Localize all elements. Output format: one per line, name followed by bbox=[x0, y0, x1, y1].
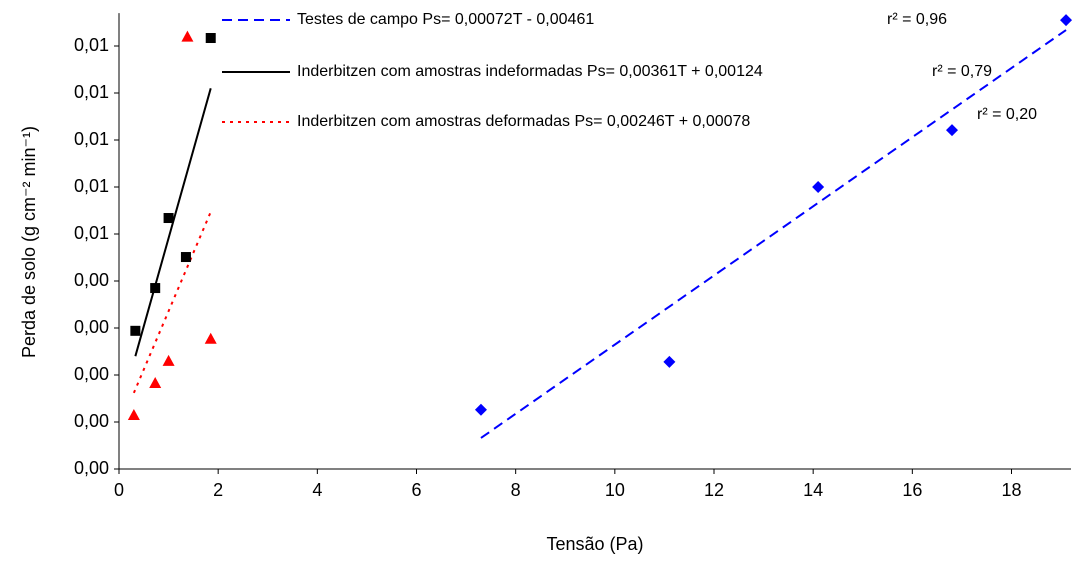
data-point bbox=[130, 325, 141, 336]
x-tick-label: 0 bbox=[114, 480, 124, 500]
x-tick-label: 16 bbox=[902, 480, 922, 500]
x-tick-label: 8 bbox=[511, 480, 521, 500]
x-tick-label: 12 bbox=[704, 480, 724, 500]
x-axis-title: Tensão (Pa) bbox=[546, 534, 643, 554]
r2-annotation: r² = 0,79 bbox=[932, 63, 992, 80]
data-point bbox=[1060, 14, 1073, 27]
data-point bbox=[812, 181, 825, 193]
y-tick-label: 0,00 bbox=[74, 364, 109, 384]
r2-annotation: r² = 0,20 bbox=[977, 106, 1037, 123]
y-tick-label: 0,00 bbox=[74, 317, 109, 337]
y-tick-label: 0,01 bbox=[74, 82, 109, 102]
x-tick-label: 4 bbox=[312, 480, 322, 500]
legend-label: Testes de campo Ps= 0,00072T - 0,00461 bbox=[297, 11, 594, 28]
data-point bbox=[180, 252, 191, 263]
y-tick-label: 0,01 bbox=[74, 176, 109, 196]
data-point bbox=[205, 33, 216, 44]
data-point bbox=[162, 354, 175, 366]
trend-line bbox=[480, 29, 1067, 439]
y-tick-label: 0,00 bbox=[74, 270, 109, 290]
x-tick-label: 2 bbox=[213, 480, 223, 500]
y-tick-label: 0,00 bbox=[74, 458, 109, 478]
data-point bbox=[946, 124, 958, 137]
data-point bbox=[474, 403, 487, 416]
trend-line bbox=[132, 211, 212, 394]
data-point bbox=[150, 283, 161, 294]
x-tick-label: 6 bbox=[411, 480, 421, 500]
r2-annotation: r² = 0,96 bbox=[887, 11, 947, 28]
x-tick-label: 18 bbox=[1001, 480, 1021, 500]
data-point bbox=[663, 355, 676, 368]
x-tick-label: 10 bbox=[605, 480, 625, 500]
data-point bbox=[149, 376, 162, 388]
data-point bbox=[127, 408, 140, 420]
y-tick-label: 0,01 bbox=[74, 35, 109, 55]
x-tick-label: 14 bbox=[803, 480, 823, 500]
legend-label: Inderbitzen com amostras indeformadas Ps… bbox=[297, 63, 763, 80]
y-axis-title: Perda de solo (g cm⁻² min⁻¹) bbox=[19, 126, 39, 358]
data-point bbox=[163, 213, 174, 224]
data-point bbox=[181, 30, 194, 42]
y-tick-label: 0,01 bbox=[74, 223, 109, 243]
y-tick-label: 0,01 bbox=[74, 129, 109, 149]
legend-label: Inderbitzen com amostras deformadas Ps= … bbox=[297, 113, 750, 130]
y-tick-label: 0,00 bbox=[74, 411, 109, 431]
data-point bbox=[204, 332, 217, 344]
